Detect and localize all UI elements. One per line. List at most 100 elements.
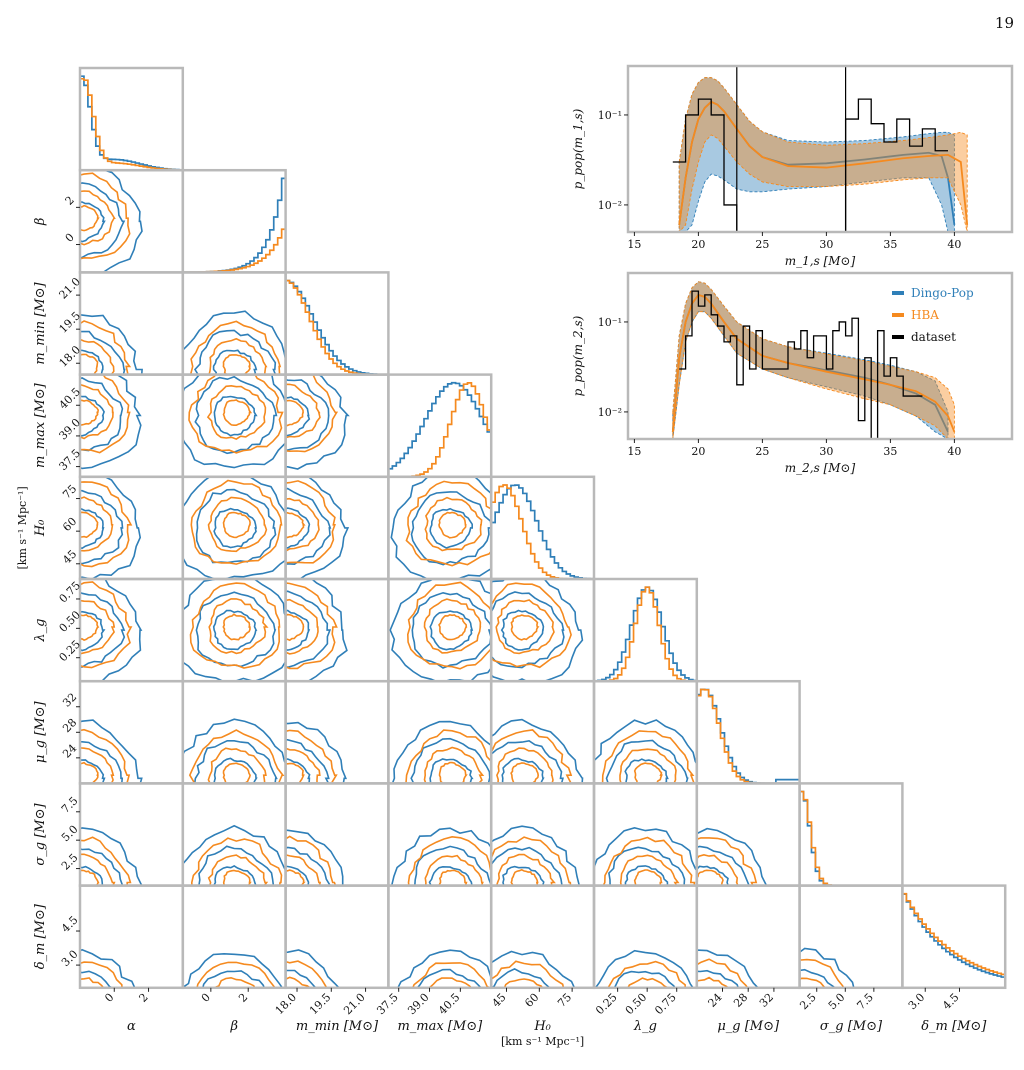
x-tick-label: 0.75 — [652, 991, 679, 1018]
hba-contour — [206, 384, 267, 440]
dingo-pop-contour — [80, 759, 106, 784]
hba-marginal — [80, 77, 183, 171]
hba-contour — [190, 479, 283, 565]
x-tick-label: 25 — [755, 445, 769, 458]
dingo-pop-contour — [194, 375, 278, 455]
inset-y-label: p_pop(m_1,s) — [571, 108, 585, 189]
dingo-pop-contour — [80, 182, 126, 259]
hba-contour — [285, 374, 339, 453]
dingo-pop-contour — [502, 865, 545, 886]
x-axis-label-m_max: m_max [M⊙] — [397, 1019, 483, 1034]
hba-contour — [285, 976, 312, 988]
hba-contour — [80, 399, 100, 426]
hba-contour — [80, 172, 131, 260]
hba-contour — [491, 960, 565, 988]
cell-frame — [284, 782, 390, 887]
dingo-pop-contour — [80, 374, 142, 470]
y-tick-label: 10⁻² — [598, 406, 622, 419]
cell-frame — [387, 884, 493, 990]
dingo-pop-contour — [428, 865, 474, 886]
dingo-pop-contour — [410, 737, 491, 784]
hba-contour — [405, 480, 492, 567]
hba-contour — [423, 746, 485, 784]
hba-contour — [80, 747, 115, 784]
dingo-pop-contour — [594, 826, 697, 873]
diag-cell-H0 — [489, 475, 596, 581]
dingo-pop-contour — [285, 846, 332, 886]
x-axis-label-mu_g: μ_g [M⊙] — [717, 1019, 780, 1034]
hba-contour — [491, 836, 572, 886]
dingo-pop-contour — [182, 310, 286, 363]
hba-contour — [696, 837, 758, 886]
x-tick-label: 2 — [137, 991, 151, 1005]
hba-contour — [285, 835, 337, 886]
dingo-pop-contour — [182, 952, 284, 988]
hba-contour — [189, 582, 281, 669]
dingo-pop-contour — [491, 846, 565, 886]
dingo-pop-contour — [298, 476, 350, 579]
hba-contour — [80, 374, 131, 454]
dingo-pop-contour — [285, 738, 330, 784]
hba-contour — [285, 598, 319, 655]
hba-median — [678, 100, 969, 225]
contour-cell-beta-delta_m — [181, 884, 287, 990]
dingo-pop-contour — [80, 970, 115, 988]
hba-contour — [222, 399, 253, 426]
x-axis-label-alpha: α — [127, 1019, 136, 1034]
dingo-pop-contour — [624, 865, 669, 886]
hba-contour — [619, 854, 680, 886]
x-axis-label-delta_m: δ_m [M⊙] — [921, 1019, 987, 1034]
dingo-pop-contour — [80, 847, 124, 886]
dingo-pop-contour — [182, 374, 286, 469]
dingo-pop-contour — [500, 609, 545, 651]
hba-contour — [633, 762, 663, 784]
x-tick-label: 40 — [947, 238, 961, 251]
x-axis-label-m_min: m_min [M⊙] — [296, 1019, 379, 1034]
legend-label: dataset — [911, 330, 956, 344]
dingo-pop-contour — [80, 948, 136, 988]
hba-contour — [696, 958, 749, 988]
x-tick-label: 3.0 — [906, 991, 928, 1013]
dingo-pop-contour — [80, 314, 143, 375]
x-tick-label: 19.5 — [307, 991, 334, 1018]
dingo-pop-contour — [285, 487, 332, 566]
contour-cell-lambda_g-mu_g — [592, 679, 699, 785]
x-tick-label: 4.5 — [940, 991, 962, 1013]
dingo-pop-contour — [285, 758, 311, 784]
y-axis-label-delta_m: δ_m [M⊙] — [33, 903, 48, 969]
hba-contour — [285, 480, 336, 564]
x-tick-label: 5.0 — [826, 991, 848, 1013]
contour-cell-m_min-sigma_g — [284, 782, 390, 887]
y-axis-label-lambda_g: λ_g — [33, 619, 48, 643]
dingo-pop-contour — [390, 476, 492, 579]
contour-cell-lambda_g-sigma_g — [592, 782, 699, 887]
hba-contour — [80, 853, 116, 886]
hba-contour — [80, 320, 132, 375]
dingo-pop-contour — [491, 591, 565, 669]
x-tick-label: 15 — [627, 238, 641, 251]
x-tick-label: 40 — [947, 445, 961, 458]
diag-cell-m_min — [284, 271, 390, 376]
hba-contour — [213, 976, 256, 988]
hba-contour — [80, 761, 99, 784]
dingo-pop-contour — [429, 507, 473, 549]
dingo-pop-contour — [696, 865, 730, 886]
hba-contour — [188, 374, 284, 454]
dingo-pop-contour — [194, 329, 277, 375]
y-axis-label-sigma_g: σ_g [M⊙] — [33, 802, 48, 865]
x-tick-label: 39.0 — [405, 991, 432, 1018]
hba-contour — [696, 976, 730, 988]
dingo-pop-contour — [696, 949, 760, 988]
dingo-pop-marginal — [902, 893, 1006, 988]
x-tick-label: 30 — [819, 445, 833, 458]
x-tick-label: 0 — [102, 991, 116, 1005]
dingo-pop-contour — [80, 740, 124, 784]
dingo-pop-contour — [212, 864, 257, 886]
hba-contour — [285, 399, 304, 427]
y-tick-label: 5.0 — [59, 823, 81, 845]
contour-cell-m_max-lambda_g — [387, 577, 493, 683]
hba-contour — [495, 599, 555, 655]
hba-marginal — [696, 688, 800, 784]
contour-cell-alpha-m_max — [78, 373, 185, 479]
inset-frame — [626, 64, 1014, 234]
